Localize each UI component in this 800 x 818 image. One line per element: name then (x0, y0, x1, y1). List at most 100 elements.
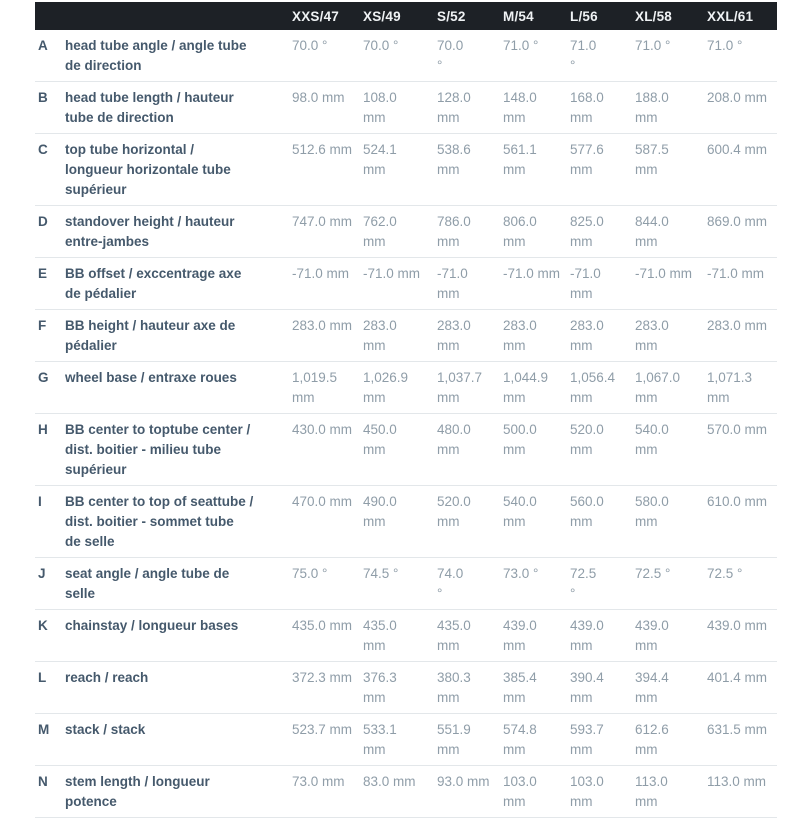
value-cell: 283.0 mm (363, 318, 397, 353)
value-cell: -71.0 mm (635, 266, 693, 281)
column-header: S/52 (437, 8, 466, 24)
value-cell: 73.0 mm (292, 774, 345, 789)
value-cell: 747.0 mm (292, 214, 353, 229)
value-cell: 1,026.9 mm (363, 370, 409, 405)
value-cell: 574.8 mm (503, 722, 537, 757)
value-cell: 74.0 ° (437, 566, 464, 601)
value-cell: 439.0 mm (503, 618, 537, 653)
value-cell: 869.0 mm (707, 214, 768, 229)
value-cell: 480.0 mm (437, 422, 471, 457)
row-label: chainstay / longueur bases (65, 618, 239, 633)
value-cell: 74.5 ° (363, 566, 399, 581)
column-header: XL/58 (635, 8, 673, 24)
value-cell: 83.0 mm (363, 774, 416, 789)
row-letter: B (38, 90, 48, 105)
value-cell: 825.0 mm (570, 214, 604, 249)
value-cell: 786.0 mm (437, 214, 471, 249)
value-cell: 439.0 mm (707, 618, 768, 633)
value-cell: 148.0 mm (503, 90, 537, 125)
value-cell: 631.5 mm (707, 722, 768, 737)
row-label: head tube angle / angle tube de directio… (65, 38, 247, 73)
value-cell: 570.0 mm (707, 422, 768, 437)
value-cell: 533.1 mm (363, 722, 397, 757)
value-cell: -71.0 mm (707, 266, 765, 281)
value-cell: 283.0 mm (635, 318, 669, 353)
value-cell: 435.0 mm (363, 618, 397, 653)
row-label: wheel base / entraxe roues (65, 370, 237, 385)
value-cell: 450.0 mm (363, 422, 397, 457)
table-row: E BB offset / exccentrage axe de pédalier… (35, 258, 777, 310)
value-cell: 435.0 mm (292, 618, 353, 633)
value-cell: 1,019.5 mm (292, 370, 338, 405)
row-label: BB height / hauteur axe de pédalier (65, 318, 236, 353)
value-cell: 372.3 mm (292, 670, 353, 685)
value-cell: 113.0 mm (635, 774, 668, 809)
value-cell: 520.0 mm (570, 422, 604, 457)
value-cell: 376.3 mm (363, 670, 397, 705)
column-header: M/54 (503, 8, 534, 24)
value-cell: 490.0 mm (363, 494, 397, 529)
row-label: BB center to top of seattube / dist. boi… (65, 494, 254, 549)
value-cell: 75.0 ° (292, 566, 328, 581)
row-label: head tube length / hauteur tube de direc… (65, 90, 234, 125)
value-cell: 1,071.3 mm (707, 370, 753, 405)
column-header: L/56 (570, 8, 598, 24)
value-cell: 71.0 ° (503, 38, 539, 53)
value-cell: 762.0 mm (363, 214, 397, 249)
value-cell: 520.0 mm (437, 494, 471, 529)
value-cell: 188.0 mm (635, 90, 669, 125)
row-letter: F (38, 318, 47, 333)
value-cell: 71.0 ° (570, 38, 597, 73)
value-cell: -71.0 mm (292, 266, 350, 281)
value-cell: 561.1 mm (503, 142, 537, 177)
row-letter: G (38, 370, 49, 385)
value-cell: -71.0 mm (437, 266, 468, 301)
value-cell: 1,056.4 mm (570, 370, 616, 405)
table-row: I BB center to top of seattube / dist. bo… (35, 486, 777, 558)
table-row: F BB height / hauteur axe de pédalier 283.… (35, 310, 777, 362)
value-cell: 168.0 mm (570, 90, 604, 125)
value-cell: 430.0 mm (292, 422, 353, 437)
value-cell: 524.1 mm (363, 142, 397, 177)
value-cell: 70.0 ° (437, 38, 464, 73)
value-cell: 580.0 mm (635, 494, 669, 529)
value-cell: 587.5 mm (635, 142, 669, 177)
row-label: stem length / longueur potence (65, 774, 210, 809)
value-cell: 401.4 mm (707, 670, 768, 685)
value-cell: 108.0 mm (363, 90, 397, 125)
value-cell: 551.9 mm (437, 722, 471, 757)
value-cell: -71.0 mm (503, 266, 561, 281)
value-cell: 512.6 mm (292, 142, 353, 157)
value-cell: 98.0 mm (292, 90, 345, 105)
row-label: reach / reach (65, 670, 149, 685)
value-cell: 72.5 ° (635, 566, 671, 581)
row-label: BB offset / exccentrage axe de pédalier (65, 266, 242, 301)
row-label: BB center to toptube center / dist. boit… (65, 422, 251, 477)
value-cell: 540.0 mm (503, 494, 537, 529)
value-cell: 72.5 ° (707, 566, 743, 581)
row-letter: I (38, 494, 42, 509)
value-cell: 600.4 mm (707, 142, 768, 157)
value-cell: 113.0 mm (707, 774, 767, 789)
value-cell: 390.4 mm (570, 670, 604, 705)
value-cell: 806.0 mm (503, 214, 537, 249)
column-header: XS/49 (363, 8, 401, 24)
value-cell: -71.0 mm (363, 266, 421, 281)
value-cell: 208.0 mm (707, 90, 768, 105)
row-letter: D (38, 214, 48, 229)
value-cell: 380.3 mm (437, 670, 471, 705)
value-cell: 500.0 mm (503, 422, 537, 457)
value-cell: 439.0 mm (635, 618, 669, 653)
value-cell: 540.0 mm (635, 422, 669, 457)
value-cell: 1,067.0 mm (635, 370, 681, 405)
row-letter: A (38, 38, 48, 53)
column-header: XXL/61 (707, 8, 754, 24)
row-letter: K (38, 618, 48, 633)
